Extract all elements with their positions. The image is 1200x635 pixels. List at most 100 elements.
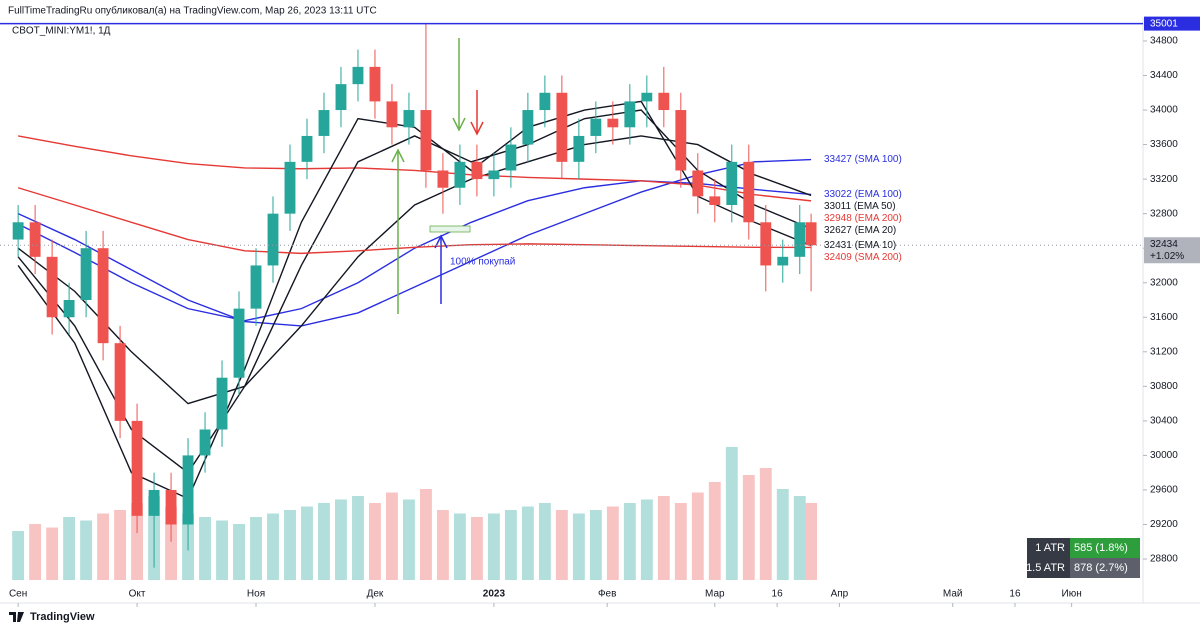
green-arrow-head — [391, 148, 405, 163]
candle-body — [386, 101, 398, 128]
volume-bar — [521, 506, 534, 580]
candle-body — [199, 429, 211, 456]
volume-bar — [538, 503, 551, 580]
y-tick-label: 34400 — [1150, 70, 1178, 81]
candle-body — [471, 161, 483, 180]
atr-name-cell — [1027, 558, 1070, 578]
volume-bar — [487, 513, 500, 580]
range-box — [429, 225, 471, 233]
hline-tag — [1144, 16, 1200, 31]
volume — [12, 447, 818, 580]
candle-body — [505, 144, 517, 171]
price-tag-change: +1.02% — [1150, 251, 1184, 262]
candle-body — [709, 196, 721, 206]
axes: 28800 29200 29600 30000 30400 30800 31200 31600… — [0, 16, 1200, 607]
volume-bar — [233, 524, 245, 580]
ma-label: 32409 (SMA 200) — [824, 252, 902, 263]
x-tick-label: Май — [943, 589, 963, 600]
volume-bar — [12, 531, 25, 580]
candle-body — [216, 377, 228, 430]
annotation: 100% покупай — [450, 257, 515, 268]
candle-body — [97, 248, 109, 344]
volume-bar — [759, 468, 772, 580]
candle-body — [301, 135, 313, 162]
candle-body — [522, 110, 534, 145]
volume-bar — [776, 489, 789, 580]
candle-body — [573, 135, 585, 162]
y-tick-label: 32800 — [1150, 208, 1178, 219]
candle-body — [488, 170, 500, 180]
candle-body — [29, 222, 41, 257]
x-tick-label: Мар — [705, 589, 725, 600]
candle-body — [284, 161, 296, 214]
y-tick-label: 29200 — [1150, 519, 1178, 530]
y-tick-label: 32000 — [1150, 277, 1178, 288]
candle-body — [131, 420, 143, 516]
candle-body — [794, 222, 806, 257]
x-tick-label: Ноя — [247, 589, 265, 600]
candle-body — [46, 256, 58, 318]
volume-bar — [199, 517, 211, 580]
ma-line — [17, 180, 812, 322]
volume-bar — [805, 503, 818, 580]
candle-body — [80, 248, 92, 300]
volume-bar — [640, 499, 653, 580]
volume-bar — [46, 527, 59, 580]
candle-body — [114, 343, 126, 421]
x-tick-label: Апр — [831, 589, 849, 600]
candle-body — [539, 92, 551, 111]
header: FullTimeTradingRu опубликовал(а) на Trad… — [8, 5, 377, 17]
y-tick-label: 33200 — [1150, 174, 1178, 185]
x-tick-label: Июн — [1062, 589, 1082, 600]
ma-label: 33022 (EMA 100) — [824, 189, 902, 200]
x-tick-label: 16 — [772, 589, 784, 600]
candle-body — [148, 489, 160, 516]
x-tick-label: Дек — [367, 589, 384, 600]
candle-body — [777, 256, 789, 266]
volume-bar — [318, 503, 330, 580]
volume-bar — [691, 492, 704, 580]
price-tag-value: 32434 — [1150, 239, 1178, 250]
atr-name-cell — [1027, 538, 1070, 558]
candle-body — [318, 110, 330, 136]
candle-body — [12, 222, 24, 240]
atr-name: 1.5 ATR — [1026, 562, 1065, 574]
candle-body — [267, 213, 279, 266]
candle-body — [641, 92, 653, 102]
candle-body — [675, 110, 687, 171]
volume-bar — [725, 447, 738, 580]
volume-bar — [436, 510, 449, 580]
ma-label: 33011 (EMA 50) — [824, 201, 896, 212]
y-tick-label: 34800 — [1150, 36, 1178, 47]
volume-bar — [369, 503, 381, 580]
y-tick-label: 34000 — [1150, 105, 1178, 116]
atr-value-cell — [1070, 538, 1140, 558]
candle-body — [369, 66, 381, 102]
volume-bar — [589, 510, 602, 580]
footer-logo: TradingView — [30, 611, 95, 623]
volume-bar — [301, 506, 313, 580]
blue-arrow-head — [434, 234, 448, 249]
candle-body — [726, 161, 738, 206]
volume-bar — [165, 506, 178, 580]
ma-label: 33427 (SMA 100) — [824, 154, 902, 165]
volume-bar — [674, 503, 687, 580]
candle-body — [165, 489, 177, 525]
candle-body — [403, 110, 415, 128]
volume-bar — [284, 510, 296, 580]
ma-label: 32627 (EMA 20) — [824, 225, 896, 236]
volume-bar — [80, 520, 93, 580]
volume-bar — [623, 503, 636, 580]
atr-value: 585 (1.8%) — [1074, 542, 1128, 554]
symbol: CBOT_MINI:YM1!, 1Д — [12, 26, 111, 37]
ma-line — [17, 187, 812, 255]
volume-bar — [402, 499, 415, 580]
hline-label: 35001 — [1150, 18, 1178, 29]
y-tick-label: 30800 — [1150, 381, 1178, 392]
y-tick-label: 31200 — [1150, 346, 1178, 357]
ma-line — [17, 135, 812, 202]
moving-averages: 33427 (SMA 100) 33022 (EMA 100)33011 (EMA… — [17, 100, 902, 500]
ma-label: 32948 (EMA 200) — [824, 213, 902, 224]
candle-body — [607, 118, 619, 128]
